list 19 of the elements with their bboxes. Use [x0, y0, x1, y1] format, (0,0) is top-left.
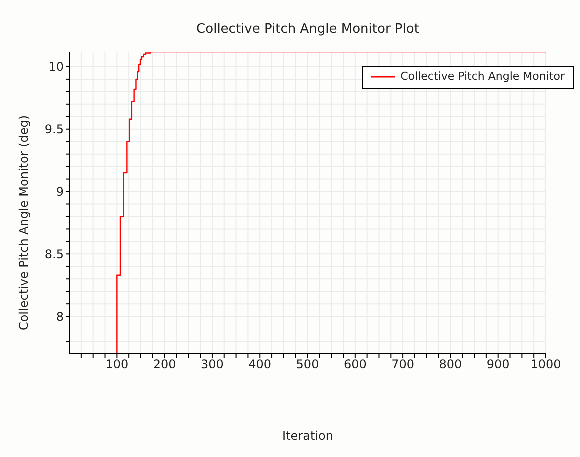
- legend-label: Collective Pitch Angle Monitor: [400, 70, 565, 83]
- x-tick-label: 600: [344, 358, 367, 372]
- y-tick-label: 10: [48, 60, 64, 74]
- x-tick-label: 700: [392, 358, 415, 372]
- y-tick-label: 8: [56, 310, 64, 324]
- x-tick-label: 800: [439, 358, 462, 372]
- x-tick-label: 200: [153, 358, 176, 372]
- x-tick-label: 100: [106, 358, 129, 372]
- y-tick-label: 9: [56, 185, 64, 200]
- x-tick-label: 1000: [530, 358, 562, 372]
- x-tick-label: 900: [486, 358, 510, 372]
- x-tick-label: 400: [248, 358, 272, 372]
- chart-title: Collective Pitch Angle Monitor Plot: [196, 22, 420, 37]
- x-tick-label: 500: [296, 358, 320, 372]
- x-axis-title: Iteration: [282, 429, 334, 443]
- x-tick-label: 300: [201, 358, 224, 372]
- y-tick-label: 9.5: [44, 122, 64, 137]
- y-axis-title: Collective Pitch Angle Monitor (deg): [17, 115, 31, 331]
- y-tick-label: 8.5: [44, 247, 64, 262]
